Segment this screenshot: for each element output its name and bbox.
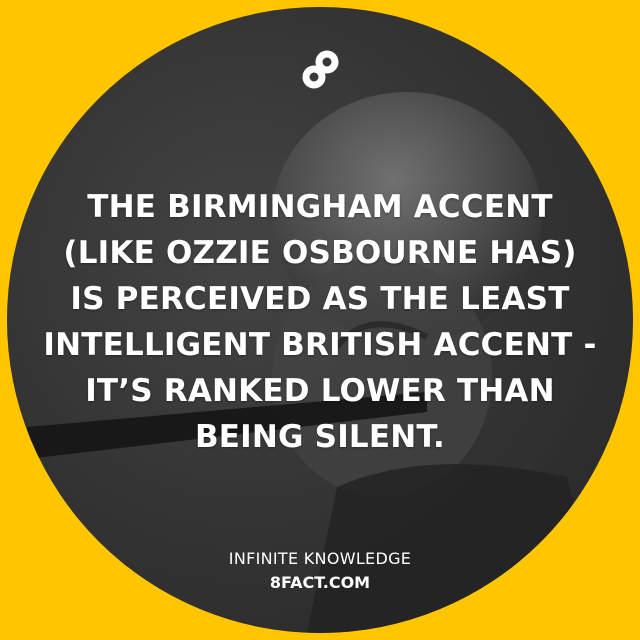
fact-line: THE BIRMINGHAM ACCENT xyxy=(87,189,553,225)
fact-text: THE BIRMINGHAM ACCENT (LIKE OZZIE OSBOUR… xyxy=(0,184,640,460)
fact-line: IT’S RANKED LOWER THAN xyxy=(85,373,555,409)
background-photo xyxy=(7,7,633,633)
site-link[interactable]: 8FACT.COM xyxy=(269,573,371,592)
fact-line: (LIKE OZZIE OSBOURNE HAS) xyxy=(63,235,577,271)
fact-line: IS PERCEIVED AS THE LEAST xyxy=(70,281,570,317)
tagline: INFINITE KNOWLEDGE xyxy=(228,549,412,568)
footer: INFINITE KNOWLEDGE 8FACT.COM xyxy=(0,547,640,595)
fact-line: INTELLIGENT BRITISH ACCENT - xyxy=(43,327,597,363)
fact-line: BEING SILENT. xyxy=(194,419,446,455)
photo-circle xyxy=(7,7,633,633)
infinity-8-icon xyxy=(302,50,339,89)
